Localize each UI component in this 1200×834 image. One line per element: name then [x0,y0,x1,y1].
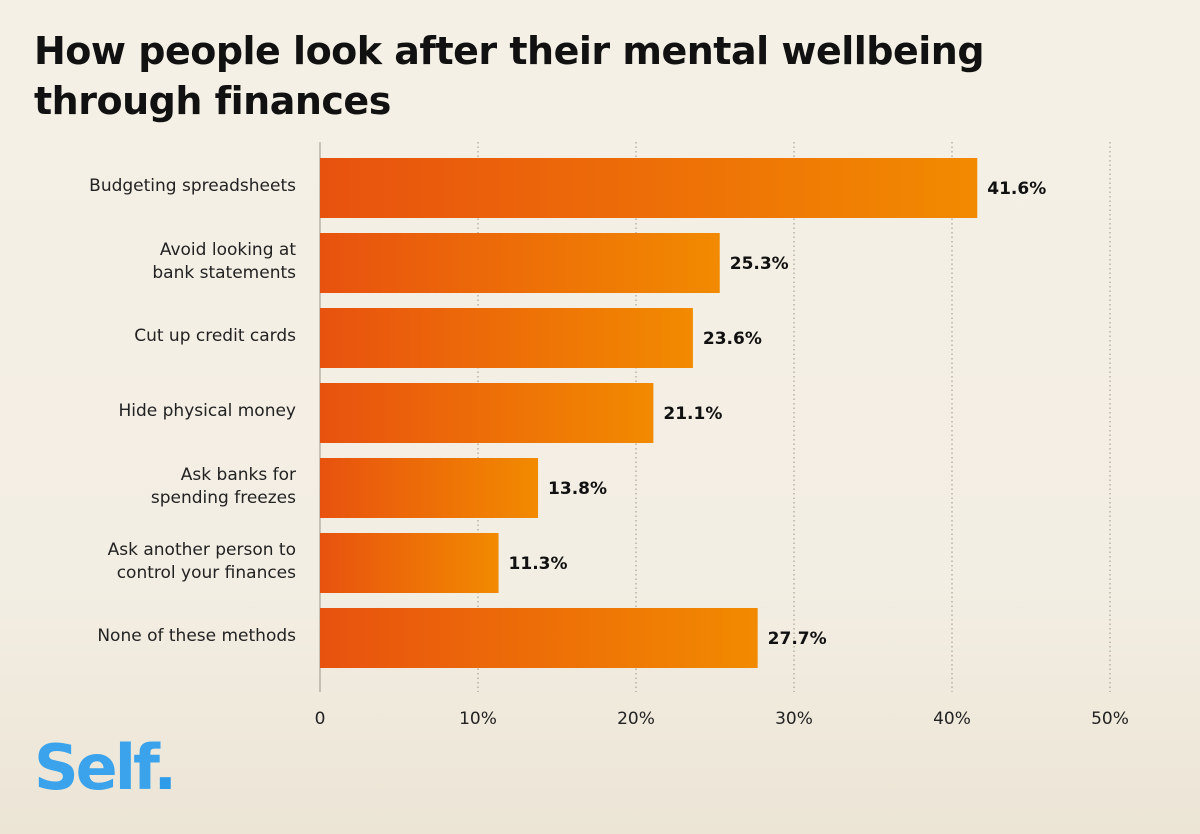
bar-value-label: 13.8% [548,479,607,499]
category-label-line: Hide physical money [118,401,296,421]
bar-value-label: 41.6% [987,179,1046,199]
bar [320,383,654,443]
x-tick-label: 50% [1091,709,1129,729]
x-tick-label: 30% [775,709,813,729]
bar [320,158,978,218]
category-label-line: Ask another person to [108,540,296,560]
self-logo: Self. [34,731,178,804]
logo-dot: . [153,731,178,804]
x-tick-label: 0 [315,709,326,729]
x-tick-label: 40% [933,709,971,729]
category-label: Ask another person to control your financ… [108,540,297,583]
logo-wordmark: Self [34,731,157,804]
category-label: None of these methods [97,626,296,646]
bar [320,458,539,518]
x-tick-label: 20% [617,709,655,729]
category-label: Hide physical money [118,401,296,421]
category-label-line: Cut up credit cards [134,326,296,346]
bar-value-label: 21.1% [663,404,722,424]
category-label-line: Avoid looking at [160,240,296,260]
category-label: Ask banks for spending freezes [151,465,296,508]
bar-value-label: 27.7% [768,629,827,649]
category-label-line: Ask banks for [181,465,296,485]
category-label: Budgeting spreadsheets [89,176,296,196]
bar-value-label: 25.3% [730,254,789,274]
category-label-line: spending freezes [151,488,296,508]
bar-value-label: 23.6% [703,329,762,349]
bar [320,308,693,368]
category-label: Avoid looking at bank statements [152,240,296,283]
bar [320,533,499,593]
category-label-line: bank statements [152,263,296,283]
labels: 0 10% 20% 30% 40% 50% 41.6% Budgeting spreadshe… [89,176,1129,729]
category-label-line: Budgeting spreadsheets [89,176,296,196]
chart-title: How people look after their mental wellb… [34,29,985,123]
bars [320,158,978,668]
category-label: Cut up credit cards [134,326,296,346]
bar [320,608,758,668]
category-label-line: control your finances [117,563,296,583]
category-label-line: None of these methods [97,626,296,646]
x-tick-label: 10% [459,709,497,729]
bar [320,233,720,293]
bar-value-label: 11.3% [509,554,568,574]
